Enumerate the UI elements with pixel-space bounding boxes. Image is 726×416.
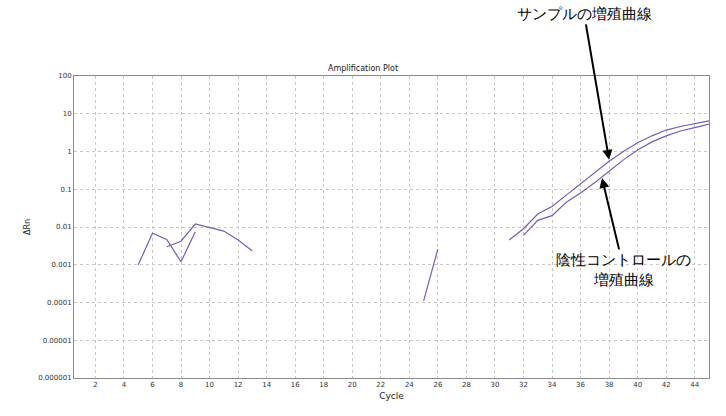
svg-text:38: 38 xyxy=(605,381,614,389)
svg-text:4: 4 xyxy=(122,381,127,389)
svg-text:0.0001: 0.0001 xyxy=(47,299,72,307)
svg-text:6: 6 xyxy=(150,381,155,389)
svg-text:10: 10 xyxy=(63,110,72,118)
svg-text:14: 14 xyxy=(262,381,271,389)
svg-text:0.001: 0.001 xyxy=(52,261,72,269)
svg-text:ΔRn: ΔRn xyxy=(23,219,32,235)
svg-text:Cycle: Cycle xyxy=(379,391,404,401)
svg-text:陰性コントロールの増殖曲線: 陰性コントロールの増殖曲線 xyxy=(556,251,691,289)
svg-text:0.1: 0.1 xyxy=(60,186,71,194)
svg-text:0.000001: 0.000001 xyxy=(38,374,71,382)
svg-text:18: 18 xyxy=(319,381,328,389)
svg-text:26: 26 xyxy=(433,381,442,389)
svg-text:16: 16 xyxy=(291,381,300,389)
svg-text:1: 1 xyxy=(67,148,71,156)
svg-text:0.01: 0.01 xyxy=(56,223,72,231)
svg-text:0.00001: 0.00001 xyxy=(43,337,72,345)
svg-text:100: 100 xyxy=(58,72,71,80)
svg-text:10: 10 xyxy=(205,381,214,389)
svg-text:30: 30 xyxy=(490,381,499,389)
svg-text:Amplification Plot: Amplification Plot xyxy=(328,64,398,73)
svg-text:2: 2 xyxy=(93,381,97,389)
svg-text:22: 22 xyxy=(376,381,385,389)
svg-text:36: 36 xyxy=(576,381,585,389)
svg-text:42: 42 xyxy=(662,381,671,389)
svg-text:44: 44 xyxy=(690,381,699,389)
svg-text:34: 34 xyxy=(548,381,557,389)
svg-text:12: 12 xyxy=(234,381,243,389)
svg-text:40: 40 xyxy=(633,381,642,389)
svg-text:サンプルの増殖曲線: サンプルの増殖曲線 xyxy=(517,5,652,23)
svg-text:24: 24 xyxy=(405,381,414,389)
svg-text:28: 28 xyxy=(462,381,471,389)
svg-text:32: 32 xyxy=(519,381,528,389)
svg-text:20: 20 xyxy=(348,381,357,389)
svg-text:8: 8 xyxy=(179,381,183,389)
